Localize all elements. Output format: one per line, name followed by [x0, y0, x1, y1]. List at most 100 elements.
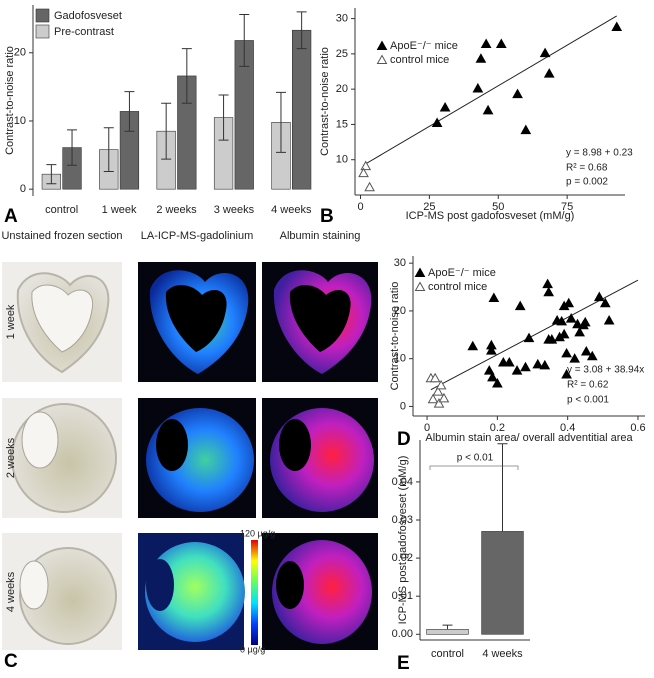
- point: [364, 181, 375, 192]
- point: [542, 278, 553, 289]
- error-bar: [124, 91, 135, 132]
- point: [593, 291, 605, 302]
- point: [433, 398, 445, 408]
- point: [432, 386, 444, 396]
- x-tick-label: 4 weeks: [271, 204, 312, 216]
- point: [486, 345, 497, 355]
- point: [475, 53, 487, 63]
- panel-letter: B: [320, 206, 334, 227]
- bar: [291, 29, 312, 190]
- lumen: [31, 284, 94, 353]
- row-2: [2, 398, 378, 518]
- y-tick-label: 30: [394, 257, 406, 269]
- fit-line: [363, 15, 617, 166]
- point: [487, 371, 498, 382]
- x-tick-label: 1 week: [102, 204, 137, 216]
- x-tick-label: 0: [357, 201, 363, 213]
- point: [360, 160, 372, 171]
- point: [358, 167, 369, 178]
- x-tick-label: control: [431, 648, 464, 660]
- lumen: [289, 284, 351, 352]
- y-tick-label: 10: [336, 154, 348, 166]
- colorbar-max: 120 µg/g: [240, 528, 275, 538]
- y-tick-label: 0.02: [392, 552, 413, 564]
- x-tick-label: 4 weeks: [482, 648, 523, 660]
- error-bar: [275, 91, 286, 153]
- point: [472, 82, 484, 93]
- colorbar-min: 0 µg/g: [240, 644, 265, 654]
- y-tick-label: 0.01: [392, 590, 413, 602]
- x-tick-label: 75: [561, 201, 573, 213]
- legend-label: control mice: [428, 281, 487, 293]
- x-tick-label: 3 weeks: [214, 204, 255, 216]
- y-axis-label: Contrast-to-noise ratio: [389, 282, 401, 391]
- point: [511, 365, 523, 375]
- x-tick-label: 2 weeks: [156, 204, 197, 216]
- lumen: [146, 559, 174, 611]
- legend-swatch: [35, 8, 50, 23]
- lumen: [21, 411, 59, 469]
- x-tick-label: 50: [492, 201, 504, 213]
- y-tick-label: 0: [20, 183, 26, 195]
- point: [431, 117, 443, 128]
- x-tick-label: 25: [423, 201, 435, 213]
- error-bar: [442, 624, 453, 630]
- annotation: R² = 0.62: [567, 380, 609, 391]
- point: [565, 313, 577, 323]
- x-tick-label: 0.4: [560, 422, 575, 434]
- error-bar: [161, 102, 172, 160]
- y-tick-label: 10: [14, 115, 26, 127]
- y-tick-label: 0.00: [392, 628, 413, 640]
- error-bar: [239, 14, 250, 67]
- legend-marker: [414, 281, 426, 291]
- y-axis-label: ICP-MS post gadofosveset (mM/g): [397, 456, 409, 625]
- lumen: [276, 561, 304, 609]
- point: [482, 104, 494, 115]
- point: [435, 379, 447, 390]
- legend-marker: [376, 40, 388, 50]
- x-tick-label: 0.6: [630, 422, 645, 434]
- point: [439, 101, 451, 112]
- column-title: Albumin staining: [280, 230, 361, 242]
- annotation: R² = 0.68: [566, 163, 608, 174]
- point: [569, 353, 581, 363]
- row-1: [2, 262, 378, 382]
- lumen: [156, 419, 188, 471]
- point: [486, 339, 497, 350]
- y-tick-label: 20: [14, 47, 26, 59]
- point: [480, 38, 492, 48]
- point: [488, 292, 500, 303]
- error-bar: [67, 129, 78, 166]
- x-axis-label: Albumin stain area/ overall adventitial …: [425, 432, 633, 444]
- point: [467, 340, 479, 351]
- panel-c-images: [2, 262, 378, 650]
- annotation: y = 3.08 + 38.94x: [567, 365, 644, 376]
- point: [523, 332, 535, 343]
- legend-label: control mice: [390, 54, 449, 66]
- y-axis-label: Contrast-to-noise ratio: [4, 46, 16, 155]
- point: [532, 358, 544, 369]
- error-bar: [181, 48, 192, 104]
- annotation: y = 8.98 + 0.23: [566, 148, 633, 159]
- error-bar: [103, 127, 114, 172]
- y-tick-label: 20: [336, 83, 348, 95]
- y-tick-label: 20: [394, 305, 406, 317]
- panel-letter: A: [4, 206, 18, 227]
- panel-letter: D: [397, 429, 411, 450]
- point: [561, 368, 572, 379]
- point: [586, 350, 598, 361]
- annotation: p < 0.001: [567, 395, 609, 406]
- y-tick-label: 15: [336, 118, 348, 130]
- lumen: [279, 419, 311, 471]
- row-label: 2 weeks: [5, 437, 17, 478]
- x-axis-label: ICP-MS post gadofosveset (mM/g): [406, 210, 575, 222]
- fit-line: [430, 279, 639, 391]
- point: [438, 392, 450, 403]
- point: [427, 393, 439, 404]
- column-title: Unstained frozen section: [1, 230, 122, 242]
- point: [561, 347, 572, 358]
- y-axis-label: Contrast-to-noise ratio: [319, 47, 331, 156]
- y-tick-label: 0: [400, 400, 406, 412]
- legend-label: Pre-contrast: [54, 26, 114, 38]
